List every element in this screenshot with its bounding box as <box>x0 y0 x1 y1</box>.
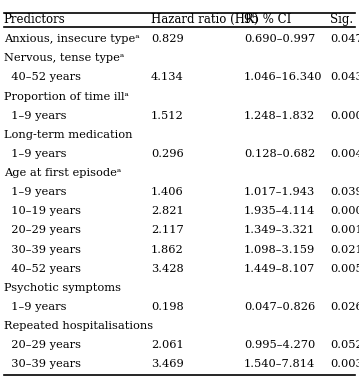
Text: 1.406: 1.406 <box>151 187 183 197</box>
Text: 1.862: 1.862 <box>151 245 183 255</box>
Text: 0.005: 0.005 <box>330 264 359 274</box>
Text: 0.047: 0.047 <box>330 34 359 44</box>
Text: 1.512: 1.512 <box>151 111 183 121</box>
Text: 0.021: 0.021 <box>330 245 359 255</box>
Text: 20–29 years: 20–29 years <box>4 225 80 236</box>
Text: 0.003: 0.003 <box>330 359 359 369</box>
Text: Age at first episodeᵃ: Age at first episodeᵃ <box>4 168 121 178</box>
Text: 1.098–3.159: 1.098–3.159 <box>244 245 315 255</box>
Text: Sig.: Sig. <box>330 13 353 27</box>
Text: 0.001: 0.001 <box>330 225 359 236</box>
Text: 1.017–1.943: 1.017–1.943 <box>244 187 315 197</box>
Text: Nervous, tense typeᵃ: Nervous, tense typeᵃ <box>4 53 124 63</box>
Text: 1–9 years: 1–9 years <box>4 111 66 121</box>
Text: Long-term medication: Long-term medication <box>4 130 132 140</box>
Text: 10–19 years: 10–19 years <box>4 206 80 216</box>
Text: 1–9 years: 1–9 years <box>4 302 66 312</box>
Text: 0.128–0.682: 0.128–0.682 <box>244 149 315 159</box>
Text: 1.935–4.114: 1.935–4.114 <box>244 206 315 216</box>
Text: 0.043: 0.043 <box>330 73 359 82</box>
Text: 3.469: 3.469 <box>151 359 183 369</box>
Text: 4.134: 4.134 <box>151 73 183 82</box>
Text: Predictors: Predictors <box>4 13 65 27</box>
Text: 0.198: 0.198 <box>151 302 183 312</box>
Text: 1.349–3.321: 1.349–3.321 <box>244 225 315 236</box>
Text: 0.052: 0.052 <box>330 340 359 350</box>
Text: 0.039: 0.039 <box>330 187 359 197</box>
Text: 1.046–16.340: 1.046–16.340 <box>244 73 323 82</box>
Text: 30–39 years: 30–39 years <box>4 359 80 369</box>
Text: 0.026: 0.026 <box>330 302 359 312</box>
Text: Anxious, insecure typeᵃ: Anxious, insecure typeᵃ <box>4 34 139 44</box>
Text: 1.248–1.832: 1.248–1.832 <box>244 111 315 121</box>
Text: 0.000: 0.000 <box>330 206 359 216</box>
Text: 0.995–4.270: 0.995–4.270 <box>244 340 315 350</box>
Text: 1–9 years: 1–9 years <box>4 187 66 197</box>
Text: 0.690–0.997: 0.690–0.997 <box>244 34 315 44</box>
Text: 0.004: 0.004 <box>330 149 359 159</box>
Text: Hazard ratio (HR): Hazard ratio (HR) <box>151 13 258 27</box>
Text: 0.296: 0.296 <box>151 149 183 159</box>
Text: 30–39 years: 30–39 years <box>4 245 80 255</box>
Text: 0.000: 0.000 <box>330 111 359 121</box>
Text: 2.061: 2.061 <box>151 340 183 350</box>
Text: Psychotic symptoms: Psychotic symptoms <box>4 283 121 293</box>
Text: 95 % CI: 95 % CI <box>244 13 292 27</box>
Text: 2.117: 2.117 <box>151 225 183 236</box>
Text: Proportion of time illᵃ: Proportion of time illᵃ <box>4 92 129 101</box>
Text: 1–9 years: 1–9 years <box>4 149 66 159</box>
Text: 20–29 years: 20–29 years <box>4 340 80 350</box>
Text: 40–52 years: 40–52 years <box>4 73 80 82</box>
Text: 40–52 years: 40–52 years <box>4 264 80 274</box>
Text: 1.449–8.107: 1.449–8.107 <box>244 264 315 274</box>
Text: 2.821: 2.821 <box>151 206 183 216</box>
Text: 3.428: 3.428 <box>151 264 183 274</box>
Text: Repeated hospitalisations: Repeated hospitalisations <box>4 321 153 331</box>
Text: 1.540–7.814: 1.540–7.814 <box>244 359 315 369</box>
Text: 0.829: 0.829 <box>151 34 183 44</box>
Text: 0.047–0.826: 0.047–0.826 <box>244 302 315 312</box>
